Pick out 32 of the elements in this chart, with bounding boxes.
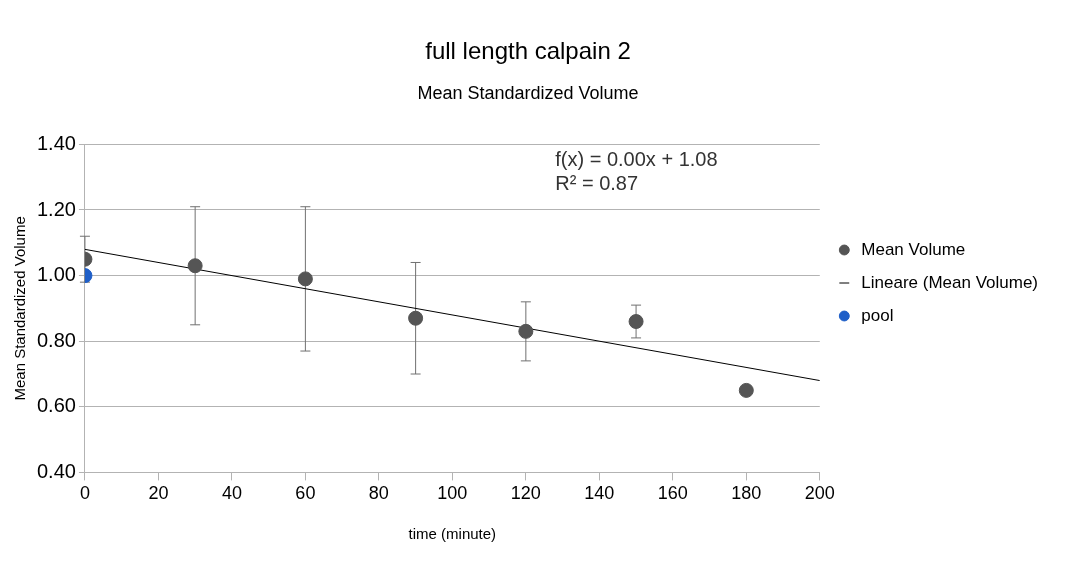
- y-tick-label: 0.60: [36, 394, 76, 417]
- x-tick-label: 180: [731, 483, 762, 504]
- y-tick-label: 1.20: [36, 197, 76, 220]
- point: [628, 314, 644, 330]
- x-tick-label: 40: [221, 483, 242, 504]
- legend-label: pool: [861, 305, 894, 325]
- x-tick-label: 60: [295, 483, 316, 504]
- legend-label: Mean Volume: [861, 239, 966, 259]
- y-tick-label: 1.00: [36, 263, 76, 286]
- y-tick-label: 0.40: [36, 459, 76, 482]
- y-tick-label: 0.80: [36, 328, 76, 351]
- x-tick-label: 100: [437, 483, 468, 504]
- y-axis-title: Mean Standardized Volume: [11, 216, 29, 401]
- x-tick-label: 120: [510, 483, 541, 504]
- annotation: R² = 0.87: [555, 171, 639, 194]
- x-tick-label: 140: [584, 483, 615, 504]
- chart-subtitle: Mean Standardized Volume: [417, 82, 639, 103]
- x-tick-label: 80: [368, 483, 389, 504]
- point: [297, 271, 313, 287]
- point: [518, 323, 534, 339]
- point: [408, 310, 424, 326]
- chart-title: full length calpain 2: [425, 37, 631, 65]
- point: [187, 258, 203, 274]
- x-axis-title: time (minute): [408, 525, 497, 543]
- annotation: f(x) = 0.00x + 1.08: [555, 147, 718, 170]
- y-tick-label: 1.40: [36, 131, 76, 154]
- x-tick-label: 200: [804, 483, 835, 504]
- x-tick-label: 160: [657, 483, 688, 504]
- point: [738, 382, 754, 398]
- legend-label: Lineare (Mean Volume): [861, 272, 1039, 292]
- x-tick-label: 20: [148, 483, 169, 504]
- x-tick-label: 0: [79, 483, 90, 504]
